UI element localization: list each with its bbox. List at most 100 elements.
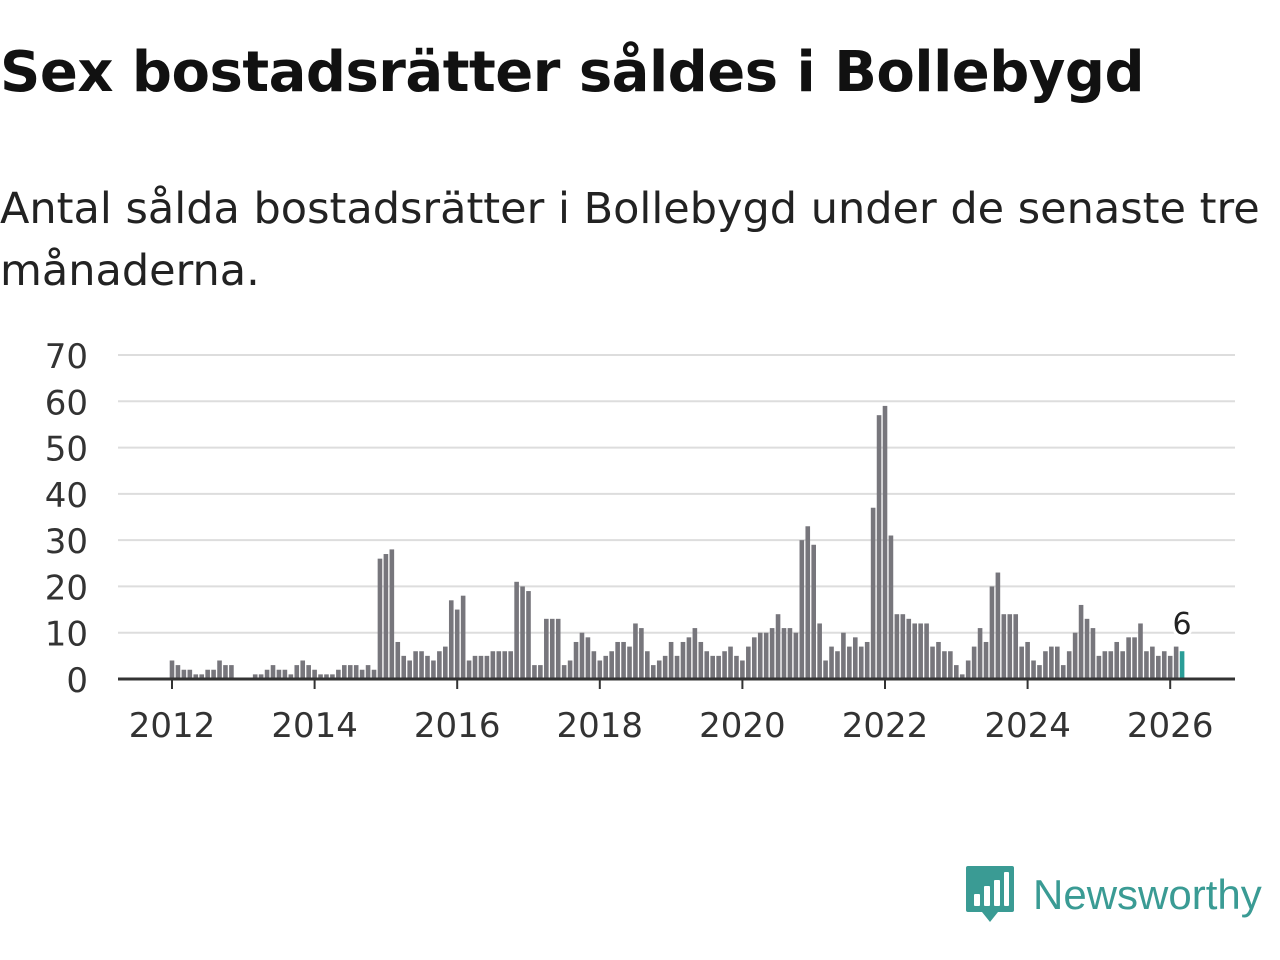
bar [793, 632, 799, 679]
bar [288, 674, 294, 679]
bar [199, 674, 205, 679]
bar [258, 674, 264, 679]
bar [751, 637, 757, 679]
bar [514, 581, 519, 679]
x-tick-label: 2026 [1127, 706, 1214, 746]
bar [847, 646, 852, 679]
bar [353, 665, 359, 679]
bar [656, 660, 662, 679]
bar [496, 651, 502, 679]
y-tick-label: 0 [66, 661, 88, 701]
bar [1007, 614, 1013, 679]
bar [318, 674, 323, 679]
bar [1049, 646, 1054, 679]
bar [181, 669, 187, 679]
bar [585, 637, 591, 679]
bar [858, 646, 864, 679]
bar [710, 655, 715, 679]
bar-highlight [1179, 651, 1185, 679]
bar [728, 646, 733, 679]
bar [365, 665, 371, 679]
bar [965, 660, 971, 679]
y-tick-label: 30 [45, 522, 88, 562]
bar [508, 651, 513, 679]
x-tick-label: 2016 [414, 706, 501, 746]
y-tick-label: 70 [45, 337, 88, 377]
bar [460, 595, 466, 679]
bar [1025, 641, 1030, 679]
bar [336, 669, 341, 679]
bar [1138, 623, 1143, 679]
bar [1156, 655, 1161, 679]
bar [716, 655, 721, 679]
bar [888, 535, 894, 679]
bar [1114, 641, 1120, 679]
x-tick-label: 2020 [699, 706, 786, 746]
bar [823, 660, 828, 679]
bar [1019, 646, 1024, 679]
bar [686, 637, 692, 679]
bar [918, 623, 923, 679]
y-tick-label: 50 [45, 430, 88, 470]
bar [389, 549, 395, 679]
chart-subtitle: Antal sålda bostadsrätter i Bollebygd un… [0, 184, 1260, 296]
x-axis-labels: 2012 2014 2016 2018 2020 2022 2024 2026 [129, 706, 1214, 746]
bar [395, 641, 401, 679]
bar [1132, 637, 1137, 679]
bar [1144, 651, 1149, 679]
bar [567, 660, 573, 679]
bar [229, 665, 234, 679]
brand-name: Newsworthy [1033, 871, 1262, 918]
bar [882, 405, 888, 679]
bar [413, 651, 418, 679]
bar [1066, 651, 1072, 679]
bar [490, 651, 496, 679]
x-tick-label: 2024 [984, 706, 1071, 746]
bar [448, 600, 454, 679]
bar [294, 665, 300, 679]
bar [300, 660, 306, 679]
bar [454, 609, 460, 679]
bar [544, 618, 549, 679]
newsworthy-logo-icon [966, 866, 1014, 922]
bar [1043, 651, 1048, 679]
bar [746, 646, 751, 679]
bar [425, 655, 430, 679]
x-tick-label: 2012 [129, 706, 216, 746]
highlight-value-label: 6 [1173, 607, 1192, 642]
bar [377, 558, 383, 679]
bar [276, 669, 282, 679]
bar [627, 646, 632, 679]
bar [1078, 604, 1084, 679]
bar [609, 651, 614, 679]
bar [1060, 665, 1066, 679]
bar [573, 641, 579, 679]
bar [520, 586, 525, 679]
bar [1037, 665, 1042, 679]
bar [306, 665, 311, 679]
bar [270, 665, 276, 679]
bar [841, 632, 846, 679]
bar [763, 632, 769, 679]
y-tick-label: 20 [45, 568, 88, 608]
bar [1072, 632, 1078, 679]
bar [734, 655, 739, 679]
y-axis-labels: 0 10 20 30 40 50 60 70 [45, 337, 88, 701]
bar [912, 623, 918, 679]
bar [805, 526, 811, 679]
bar [342, 665, 347, 679]
bar [478, 655, 484, 679]
bar [169, 660, 175, 679]
bar [971, 646, 977, 679]
y-tick-label: 40 [45, 476, 88, 516]
bar [662, 655, 668, 679]
bar [466, 660, 472, 679]
bar [775, 614, 781, 679]
y-tick-label: 10 [45, 615, 88, 655]
bar [532, 665, 537, 679]
bar [1013, 614, 1019, 679]
bar [769, 628, 775, 679]
bar [252, 674, 258, 679]
bar [829, 646, 834, 679]
bar [692, 628, 698, 679]
